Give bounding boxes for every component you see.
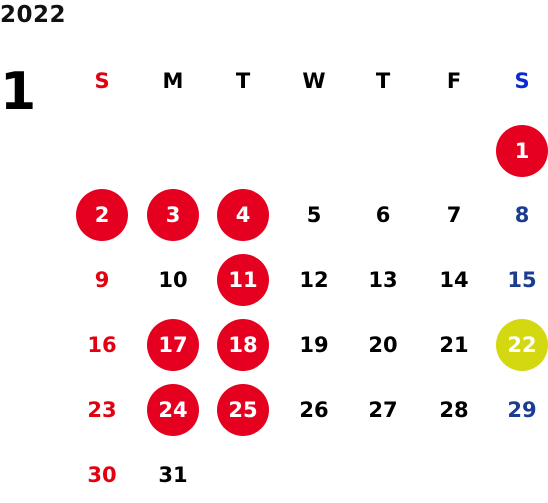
day-cell: 24 <box>147 384 199 436</box>
weekday-header: S <box>514 69 530 93</box>
day-cell: 27 <box>368 398 398 422</box>
day-cell: 3 <box>147 189 199 241</box>
day-cell: 6 <box>375 203 391 227</box>
day-cell: 14 <box>439 268 469 292</box>
day-cell: 21 <box>439 333 469 357</box>
day-cell: 15 <box>507 268 537 292</box>
day-cell: 4 <box>217 189 269 241</box>
day-cell: 1 <box>496 125 548 177</box>
day-cell: 30 <box>87 463 117 487</box>
day-cell: 17 <box>147 319 199 371</box>
day-cell: 7 <box>446 203 462 227</box>
day-cell: 13 <box>368 268 398 292</box>
day-cell: 28 <box>439 398 469 422</box>
weekday-header: T <box>235 69 251 93</box>
weekday-header: F <box>446 69 462 93</box>
day-cell: 31 <box>158 463 188 487</box>
day-cell: 18 <box>217 319 269 371</box>
day-cell: 20 <box>368 333 398 357</box>
month-number: 1 <box>0 62 37 122</box>
day-cell: 29 <box>507 398 537 422</box>
day-cell: 19 <box>299 333 329 357</box>
day-cell: 11 <box>217 254 269 306</box>
day-cell: 25 <box>217 384 269 436</box>
day-cell: 5 <box>306 203 322 227</box>
day-cell: 2 <box>76 189 128 241</box>
weekday-header: W <box>302 69 326 93</box>
weekday-header: S <box>94 69 110 93</box>
day-cell: 23 <box>87 398 117 422</box>
day-cell: 26 <box>299 398 329 422</box>
day-cell: 12 <box>299 268 329 292</box>
weekday-header: T <box>375 69 391 93</box>
day-cell: 8 <box>514 203 530 227</box>
weekday-header: M <box>162 69 184 93</box>
year-label: 2022 <box>0 2 67 28</box>
day-cell: 16 <box>87 333 117 357</box>
day-cell: 10 <box>158 268 188 292</box>
day-cell: 22 <box>496 319 548 371</box>
day-cell: 9 <box>94 268 110 292</box>
